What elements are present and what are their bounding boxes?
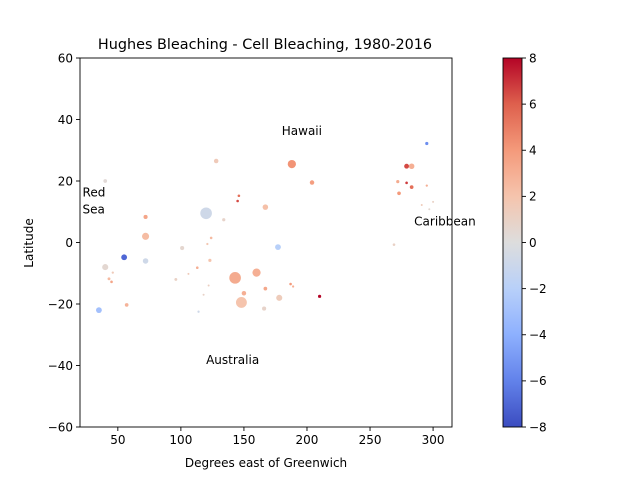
y-tick-label: 40 xyxy=(58,113,73,127)
scatter-point xyxy=(396,180,400,184)
scatter-point xyxy=(208,258,212,262)
scatter-point xyxy=(195,266,199,270)
region-label: Sea xyxy=(83,202,105,216)
scatter-point xyxy=(142,258,149,264)
x-tick-label: 50 xyxy=(110,433,125,447)
scatter-point xyxy=(432,200,435,203)
region-annotations: Hawaii Red Sea Caribbean Australia xyxy=(83,124,476,367)
scatter-point xyxy=(392,243,396,246)
scatter-point xyxy=(425,184,428,187)
y-tick-label: −20 xyxy=(48,297,73,311)
scatter-point xyxy=(263,286,268,291)
y-tick-label: 0 xyxy=(65,236,73,250)
colorbar-tick-label: −4 xyxy=(529,328,547,342)
scatter-point xyxy=(102,264,109,271)
scatter-point xyxy=(103,179,108,183)
scatter-point xyxy=(206,242,209,246)
x-tick-label: 100 xyxy=(169,433,192,447)
scatter-point xyxy=(397,191,401,196)
scatter-point xyxy=(200,207,212,220)
colorbar-tick-label: 6 xyxy=(529,97,537,111)
scatter-point xyxy=(197,310,200,313)
scatter-point xyxy=(276,294,283,301)
scatter-point xyxy=(408,163,415,169)
scatter-point xyxy=(289,282,292,286)
region-label: Red xyxy=(83,185,106,199)
region-label: Caribbean xyxy=(414,215,476,229)
y-tick-label: −40 xyxy=(48,359,73,373)
x-axis-ticks: 50 100 150 200 250 300 xyxy=(110,427,445,447)
scatter-point xyxy=(229,272,241,284)
colorbar-tick-label: 2 xyxy=(529,190,537,204)
scatter-point xyxy=(291,285,295,288)
region-label: Hawaii xyxy=(282,124,322,138)
y-tick-label: 60 xyxy=(58,51,73,65)
colorbar-tick-label: −8 xyxy=(529,420,547,434)
scatter-point xyxy=(318,294,322,298)
y-tick-label: −60 xyxy=(48,420,73,434)
scatter-point xyxy=(275,244,281,251)
scatter-point xyxy=(180,245,185,251)
region-label: Australia xyxy=(206,353,259,367)
plot-frame xyxy=(79,57,453,428)
scatter-point xyxy=(124,303,129,307)
scatter-point xyxy=(262,306,267,311)
scatter-point xyxy=(287,159,296,169)
colorbar xyxy=(502,57,523,428)
scatter-point xyxy=(143,214,148,220)
y-axis-label: Latitude xyxy=(22,218,36,267)
y-tick-label: 20 xyxy=(58,174,73,188)
scatter-point xyxy=(207,284,210,287)
scatter-points xyxy=(96,141,435,314)
scatter-point xyxy=(252,268,261,277)
scatter-point xyxy=(202,293,205,296)
scatter-point xyxy=(404,163,410,169)
scatter-point xyxy=(237,194,241,198)
scatter-point xyxy=(235,297,247,308)
scatter-point xyxy=(174,277,178,281)
y-axis-ticks: −60 −40 −20 0 20 40 60 xyxy=(48,51,80,434)
x-tick-label: 300 xyxy=(422,433,445,447)
colorbar-tick-label: 0 xyxy=(529,236,537,250)
scatter-point xyxy=(222,218,226,222)
scatter-point xyxy=(420,203,423,206)
scatter-point xyxy=(187,272,190,275)
scatter-point xyxy=(409,185,414,189)
scatter-point xyxy=(405,181,408,185)
colorbar-tick-label: 8 xyxy=(529,51,537,65)
colorbar-tick-label: −2 xyxy=(529,282,547,296)
colorbar-tick-label: 4 xyxy=(529,144,537,158)
scatter-point xyxy=(425,141,429,146)
scatter-point xyxy=(309,180,315,185)
scatter-point xyxy=(209,236,213,240)
x-axis-label: Degrees east of Greenwich xyxy=(185,456,347,470)
scatter-point xyxy=(428,208,431,211)
scatter-point xyxy=(236,199,239,203)
scatter-point xyxy=(96,307,102,314)
x-tick-label: 150 xyxy=(232,433,255,447)
scatter-point xyxy=(107,277,111,281)
x-tick-label: 200 xyxy=(296,433,319,447)
colorbar-tick-label: −6 xyxy=(529,374,547,388)
scatter-point xyxy=(241,290,247,296)
x-tick-label: 250 xyxy=(359,433,382,447)
scatter-point xyxy=(121,254,128,261)
scatter-point xyxy=(262,204,269,210)
scatter-point xyxy=(142,232,150,240)
scatter-point xyxy=(110,280,113,284)
scatter-point xyxy=(213,158,219,164)
chart-title: Hughes Bleaching - Cell Bleaching, 1980-… xyxy=(98,37,432,53)
scatter-point xyxy=(111,271,114,274)
colorbar-ticks: −8 −6 −4 −2 0 2 4 6 8 xyxy=(522,51,547,434)
